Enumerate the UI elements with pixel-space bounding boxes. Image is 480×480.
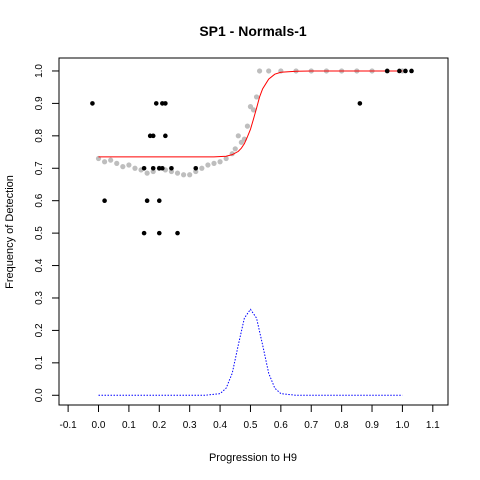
data-point xyxy=(163,133,168,139)
smoothed-point xyxy=(211,160,217,166)
smoothed-point xyxy=(199,165,205,171)
smoothed-point xyxy=(266,68,272,74)
x-tick-label: 0.1 xyxy=(122,420,136,431)
smoothed-point xyxy=(120,164,126,170)
smoothed-point xyxy=(217,159,223,165)
smoothed-point xyxy=(174,170,181,176)
x-tick-label: 0.5 xyxy=(244,420,258,431)
smoothed-point xyxy=(253,94,260,100)
data-point xyxy=(397,68,402,74)
data-point xyxy=(141,165,147,171)
smoothed-point xyxy=(247,104,254,110)
smoothed-point xyxy=(144,170,150,176)
smoothed-point xyxy=(114,160,120,166)
smoothed-point xyxy=(181,172,187,178)
data-point xyxy=(403,68,408,74)
smoothed-point xyxy=(193,168,199,175)
data-point xyxy=(357,101,363,106)
y-axis: 0.0 0.1 0.2 0.3 0.4 0.5 0.6 0.7 0.8 0.9 1.0 xyxy=(34,64,59,402)
data-point xyxy=(175,230,180,236)
data-point xyxy=(90,101,95,106)
x-tick-label: 1.1 xyxy=(426,420,440,431)
y-tick-label: 0.6 xyxy=(34,193,45,207)
smoothed-point xyxy=(108,157,114,163)
data-point xyxy=(160,165,165,171)
y-tick-label: 0.4 xyxy=(34,258,45,272)
y-tick-label: 0.8 xyxy=(34,128,45,142)
density-curve xyxy=(98,308,403,396)
data-point xyxy=(141,230,147,236)
data-point xyxy=(150,133,156,139)
plot-frame xyxy=(58,57,449,406)
x-axis: -0.1 0.0 0.1 0.2 0.3 0.4 0.5 0.6 0.7 0.8 0.9 1.0 1.1 xyxy=(60,405,440,431)
data-point xyxy=(102,198,107,203)
y-tick-label: 0.0 xyxy=(34,388,45,402)
smoothed-point xyxy=(235,133,241,139)
smoothed-point xyxy=(187,172,193,178)
y-tick-label: 0.1 xyxy=(34,355,45,369)
fit-curve xyxy=(98,70,403,158)
y-tick-label: 0.2 xyxy=(34,323,45,337)
x-tick-label: 0.7 xyxy=(304,420,318,431)
x-tick-label: 0.3 xyxy=(183,420,197,431)
x-tick-label: 1.0 xyxy=(395,420,409,431)
x-axis-label: Progression to H9 xyxy=(209,452,297,464)
data-point xyxy=(150,165,156,171)
smoothed-point xyxy=(150,168,156,175)
data-point xyxy=(156,198,162,203)
plot-area xyxy=(90,68,414,396)
data-point xyxy=(144,198,150,203)
chart-title: SP1 - Normals-1 xyxy=(199,23,307,39)
x-tick-label: 0.8 xyxy=(335,420,349,431)
y-tick-label: 1.0 xyxy=(34,64,45,78)
smoothed-point xyxy=(256,68,263,74)
smoothed-point xyxy=(101,159,108,165)
data-point xyxy=(193,165,199,171)
smoothed-point xyxy=(244,123,251,129)
x-tick-label: 0.9 xyxy=(365,420,379,431)
smoothed-point xyxy=(205,162,211,168)
y-tick-label: 0.7 xyxy=(34,161,45,175)
smoothed-point xyxy=(232,146,238,152)
y-tick-label: 0.5 xyxy=(34,226,45,240)
smoothed-point xyxy=(168,168,175,175)
data-point xyxy=(169,165,174,171)
data-point xyxy=(409,68,414,74)
smoothed-point xyxy=(132,165,138,171)
y-tick-label: 0.9 xyxy=(34,96,45,110)
y-tick-label: 0.3 xyxy=(34,291,45,305)
x-tick-label: -0.1 xyxy=(60,420,78,431)
data-point xyxy=(163,101,168,106)
data-point xyxy=(384,68,390,74)
smoothed-point xyxy=(238,139,244,145)
x-tick-label: 0.4 xyxy=(213,420,227,431)
smoothed-point xyxy=(126,162,132,168)
data-point xyxy=(156,230,162,236)
smoothed-point xyxy=(250,107,257,113)
y-axis-label: Frequency of Detection xyxy=(4,175,16,289)
x-tick-label: 0.2 xyxy=(152,420,166,431)
smoothed-point xyxy=(223,155,229,162)
x-tick-label: 0.6 xyxy=(274,420,288,431)
x-tick-label: 0.0 xyxy=(92,420,106,431)
data-point xyxy=(153,101,159,106)
